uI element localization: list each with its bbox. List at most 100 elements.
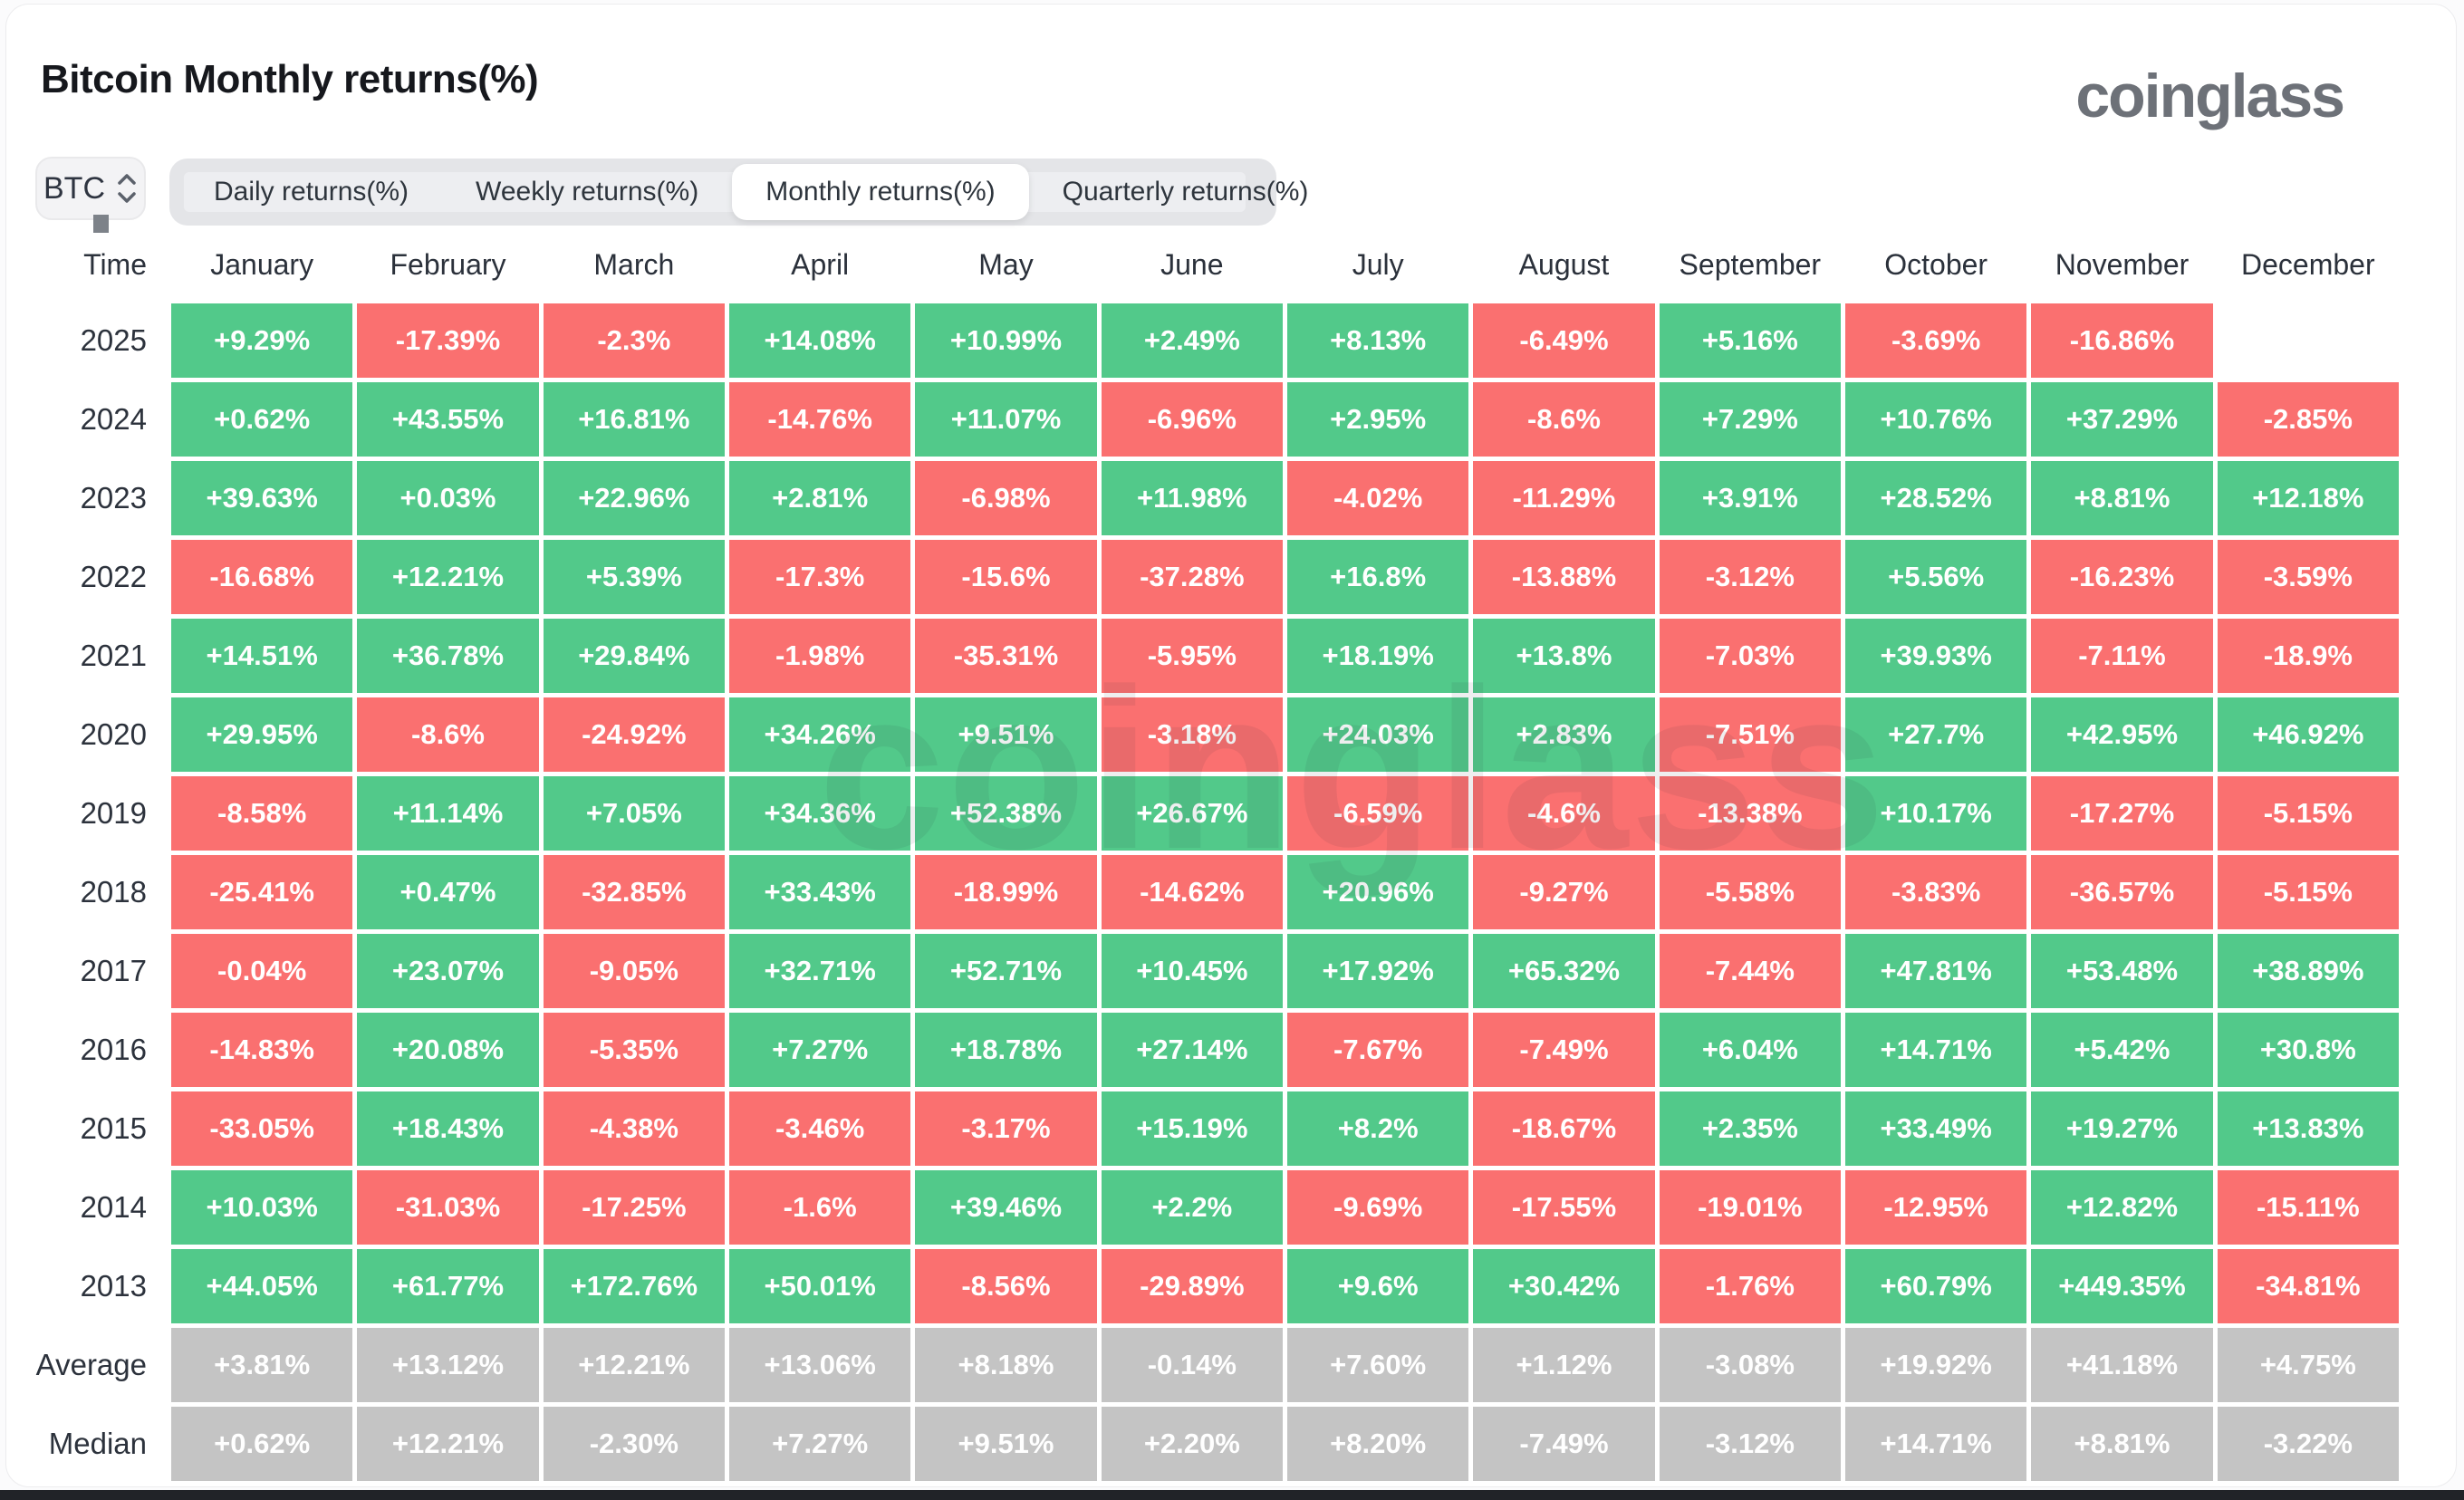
return-cell: +43.55% <box>357 382 539 457</box>
return-cell: +14.51% <box>171 619 353 693</box>
return-cell: -5.15% <box>2217 776 2399 851</box>
return-cell: +30.42% <box>1473 1249 1655 1323</box>
row-label: 2015 <box>80 1111 147 1145</box>
row-label: 2024 <box>80 402 147 436</box>
return-cell: +14.08% <box>728 303 911 378</box>
return-cell: +3.81% <box>171 1328 353 1402</box>
table-row: 2020 +29.95% -8.6% -24.92% +34.26% +9.51% -3.1… <box>6 697 2399 772</box>
return-cell: -16.23% <box>2031 540 2213 614</box>
symbol-select[interactable]: BTC <box>35 157 146 220</box>
return-cell: -8.58% <box>171 776 353 851</box>
table-row: 2015 -33.05% +18.43% -4.38% -3.46% -3.17% +15.… <box>6 1091 2399 1166</box>
return-cell: -24.92% <box>543 697 725 772</box>
return-cell: +11.07% <box>915 382 1097 457</box>
return-cell: -2.3% <box>543 303 725 378</box>
return-cell: -15.11% <box>2217 1170 2399 1245</box>
return-cell: -3.18% <box>1101 697 1283 772</box>
tab-daily-returns[interactable]: Daily returns(%) <box>214 177 409 207</box>
row-label: 2014 <box>80 1190 147 1224</box>
return-cell: -17.25% <box>543 1170 725 1245</box>
return-cell: +10.76% <box>1844 382 2027 457</box>
return-cell: +8.2% <box>1286 1091 1469 1166</box>
return-cell: +12.18% <box>2217 461 2399 535</box>
return-cell: +26.67% <box>1101 776 1283 851</box>
return-cell: -5.15% <box>2217 855 2399 929</box>
return-cell: +172.76% <box>543 1249 725 1323</box>
return-cell: -5.95% <box>1101 619 1283 693</box>
return-cell: +9.6% <box>1286 1249 1469 1323</box>
return-cell: +19.92% <box>1844 1328 2027 1402</box>
return-cell: +20.08% <box>357 1013 539 1087</box>
return-cell: -34.81% <box>2217 1249 2399 1323</box>
return-cell: +8.81% <box>2031 461 2213 535</box>
row-label: 2018 <box>80 875 147 909</box>
column-header-time: Time <box>83 247 147 281</box>
return-cell: +18.19% <box>1286 619 1469 693</box>
return-cell: +39.93% <box>1844 619 2027 693</box>
column-header-month: January <box>210 247 314 281</box>
return-cell: +5.39% <box>543 540 725 614</box>
column-header-month: May <box>978 247 1034 281</box>
return-cell: -9.05% <box>543 934 725 1008</box>
column-header-month: February <box>390 247 506 281</box>
return-cell: -5.58% <box>1659 855 1841 929</box>
return-cell: -12.95% <box>1844 1170 2027 1245</box>
return-cell: +23.07% <box>357 934 539 1008</box>
return-cell: -7.03% <box>1659 619 1841 693</box>
table-row: 2025 +9.29% -17.39% -2.3% +14.08% +10.99% +2.4… <box>6 303 2399 378</box>
return-cell: -0.04% <box>171 934 353 1008</box>
tab-monthly-returns[interactable]: Monthly returns(%) <box>732 164 1029 220</box>
return-cell: -7.51% <box>1659 697 1841 772</box>
return-cell: +52.71% <box>915 934 1097 1008</box>
return-cell: -37.28% <box>1101 540 1283 614</box>
return-cell: +29.95% <box>171 697 353 772</box>
return-cell: +14.71% <box>1844 1407 2027 1481</box>
tab-list: Daily returns(%) Weekly returns(%) Month… <box>169 159 1308 226</box>
return-cell: -4.02% <box>1286 461 1469 535</box>
return-cell: -25.41% <box>171 855 353 929</box>
return-cell: -33.05% <box>171 1091 353 1166</box>
return-cell: +39.63% <box>171 461 353 535</box>
return-cell: +11.98% <box>1101 461 1283 535</box>
return-cell: +33.49% <box>1844 1091 2027 1166</box>
tab-quarterly-returns[interactable]: Quarterly returns(%) <box>1062 177 1309 207</box>
return-cell: +17.92% <box>1286 934 1469 1008</box>
return-cell: +34.26% <box>728 697 911 772</box>
return-cell: +60.79% <box>1844 1249 2027 1323</box>
return-cell: -14.76% <box>728 382 911 457</box>
return-cell: +6.04% <box>1659 1013 1841 1087</box>
return-cell: +38.89% <box>2217 934 2399 1008</box>
table-row: 2014 +10.03% -31.03% -17.25% -1.6% +39.46% +2.… <box>6 1170 2399 1245</box>
return-cell: -18.9% <box>2217 619 2399 693</box>
return-cell: -13.88% <box>1473 540 1655 614</box>
return-cell: -17.39% <box>357 303 539 378</box>
return-cell: -1.76% <box>1659 1249 1841 1323</box>
table-row: 2022 -16.68% +12.21% +5.39% -17.3% -15.6% -37.… <box>6 540 2399 614</box>
return-cell: -16.68% <box>171 540 353 614</box>
return-cell: +2.49% <box>1101 303 1283 378</box>
row-label: 2013 <box>80 1269 147 1303</box>
return-cell: +5.42% <box>2031 1013 2213 1087</box>
return-cell: -9.69% <box>1286 1170 1469 1245</box>
table-row: Median +0.62% +12.21% -2.30% +7.27% +9.51% +2.… <box>6 1407 2399 1481</box>
return-cell: +7.29% <box>1659 382 1841 457</box>
return-cell: -6.96% <box>1101 382 1283 457</box>
return-cell: -3.22% <box>2217 1407 2399 1481</box>
return-cell: -3.08% <box>1659 1328 1841 1402</box>
return-cell: -7.44% <box>1659 934 1841 1008</box>
row-label: 2017 <box>80 954 147 987</box>
return-cell: +13.12% <box>357 1328 539 1402</box>
row-label: 2023 <box>80 481 147 514</box>
returns-tab-bar: Daily returns(%) Weekly returns(%) Month… <box>169 159 1308 226</box>
tab-weekly-returns[interactable]: Weekly returns(%) <box>476 177 699 207</box>
return-cell: -8.6% <box>357 697 539 772</box>
row-label: 2025 <box>80 323 147 357</box>
column-header-month: June <box>1160 247 1224 281</box>
return-cell: +14.71% <box>1844 1013 2027 1087</box>
return-cell: -36.57% <box>2031 855 2213 929</box>
return-cell: +16.8% <box>1286 540 1469 614</box>
return-cell: +39.46% <box>915 1170 1097 1245</box>
table-row: 2018 -25.41% +0.47% -32.85% +33.43% -18.99% -1… <box>6 855 2399 929</box>
return-cell: +11.14% <box>357 776 539 851</box>
return-cell: -6.49% <box>1473 303 1655 378</box>
